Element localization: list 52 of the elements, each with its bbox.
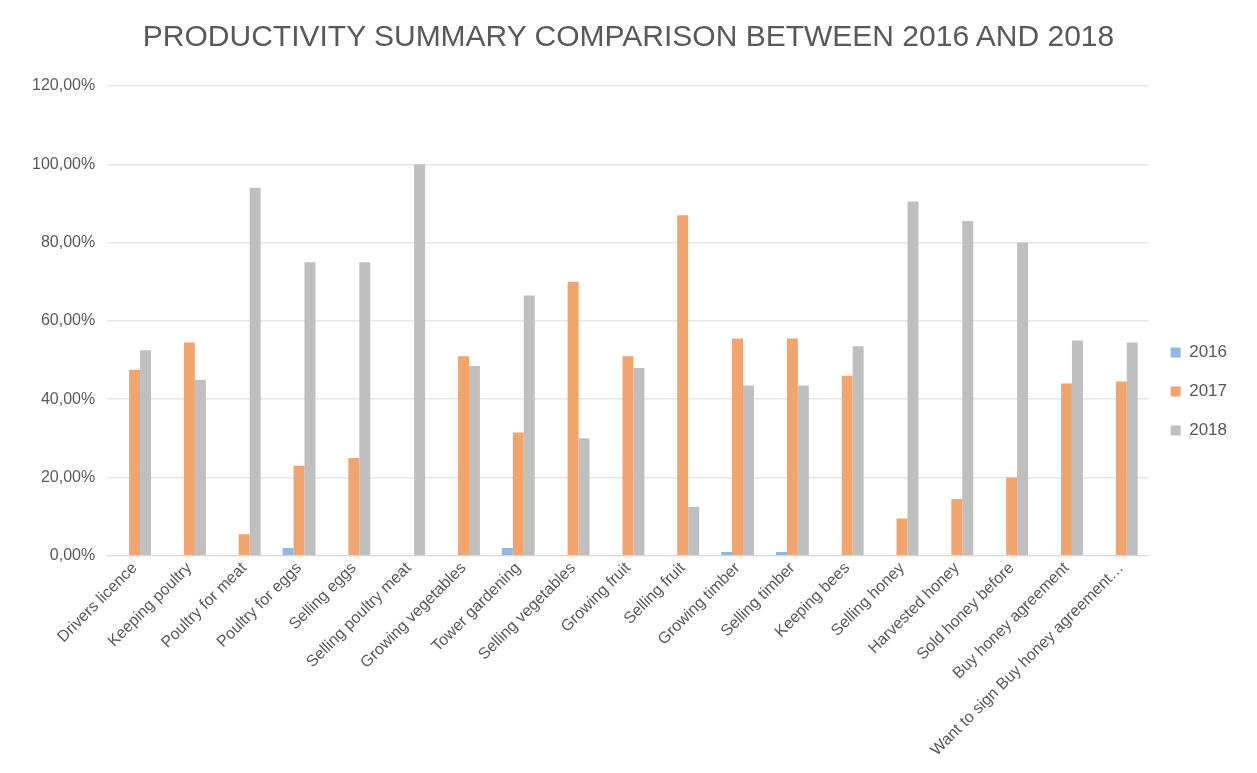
y-tick-label: 60,00% [40, 311, 96, 329]
bar [1006, 477, 1018, 556]
bar [907, 201, 919, 556]
bar [359, 262, 371, 556]
bar [786, 338, 798, 556]
bar [797, 385, 809, 556]
bar [501, 547, 513, 556]
bar [304, 262, 316, 556]
y-tick-label: 80,00% [40, 233, 96, 251]
bar [567, 281, 579, 556]
bar [457, 356, 469, 556]
bar [1071, 340, 1083, 556]
bar [1060, 383, 1072, 556]
bar [743, 385, 754, 556]
bar [194, 379, 206, 556]
bar [688, 506, 700, 556]
chart-title: PRODUCTIVITY SUMMARY COMPARISON BETWEEN 2016 AND 2018 [142, 19, 1115, 53]
bar [721, 551, 733, 556]
bar [578, 438, 590, 556]
bar [841, 375, 853, 556]
bar [140, 350, 152, 556]
bar [129, 369, 141, 556]
legend-label: 2018 [1189, 420, 1228, 440]
y-tick-label: 20,00% [40, 467, 96, 485]
bar [348, 457, 360, 556]
bar [414, 164, 426, 556]
bar [282, 547, 294, 556]
y-tick-label: 120,00% [31, 76, 96, 94]
bar [1126, 342, 1138, 556]
bar [677, 215, 689, 556]
legend-label: 2017 [1189, 381, 1228, 401]
bar [962, 221, 974, 556]
bar [951, 499, 963, 556]
bar [896, 518, 908, 556]
y-tick-label: 100,00% [31, 154, 96, 172]
y-tick-label: 40,00% [40, 389, 96, 407]
bar [183, 342, 195, 556]
legend-label: 2016 [1189, 342, 1228, 362]
bar [468, 365, 480, 556]
bar [293, 465, 305, 556]
bar [512, 432, 524, 556]
bar [852, 346, 864, 556]
bar [775, 551, 787, 556]
bar [732, 338, 744, 556]
bar [1017, 242, 1029, 556]
bar [523, 295, 535, 556]
bar [238, 534, 250, 556]
y-tick-label: 0,00% [49, 546, 96, 564]
bar [1115, 381, 1127, 556]
bar [249, 187, 261, 556]
bar [622, 356, 634, 556]
bar [633, 367, 645, 556]
